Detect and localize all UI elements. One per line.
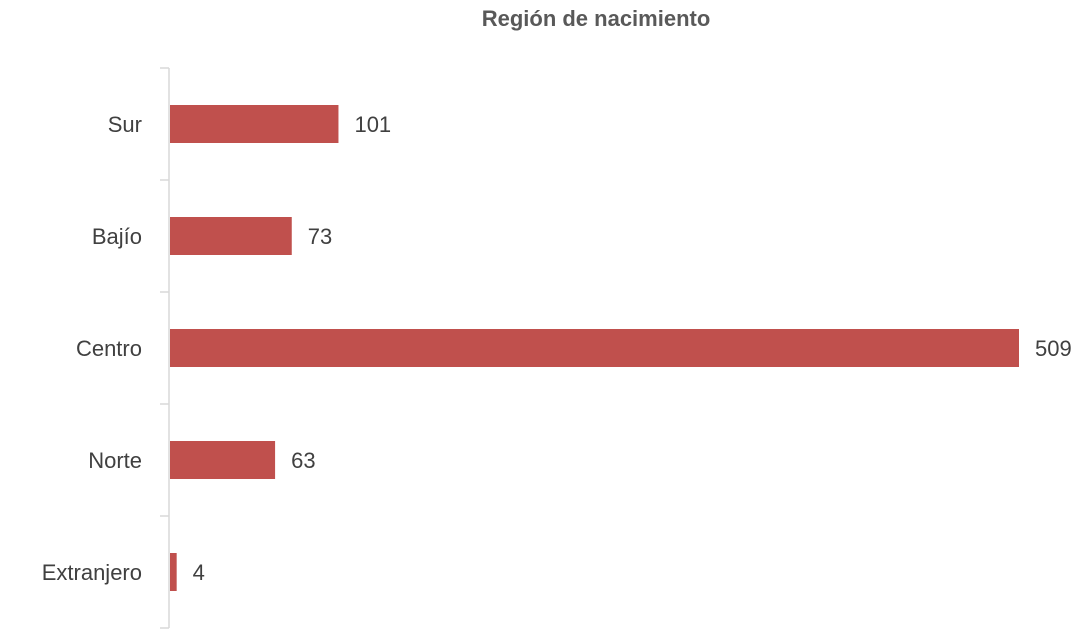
- chart-title: Región de nacimiento: [482, 6, 711, 31]
- y-tick-label: Norte: [88, 448, 142, 473]
- y-tick-label: Extranjero: [42, 560, 142, 585]
- bar: [170, 553, 177, 591]
- y-tick-label: Sur: [108, 112, 142, 137]
- bar: [170, 105, 339, 143]
- bar: [170, 329, 1019, 367]
- y-tick-label: Centro: [76, 336, 142, 361]
- value-label: 73: [308, 224, 332, 249]
- value-label: 509: [1035, 336, 1072, 361]
- bar: [170, 441, 276, 479]
- bar: [170, 217, 292, 255]
- value-label: 63: [291, 448, 315, 473]
- y-tick-label: Bajío: [92, 224, 142, 249]
- value-label: 101: [354, 112, 391, 137]
- value-label: 4: [193, 560, 205, 585]
